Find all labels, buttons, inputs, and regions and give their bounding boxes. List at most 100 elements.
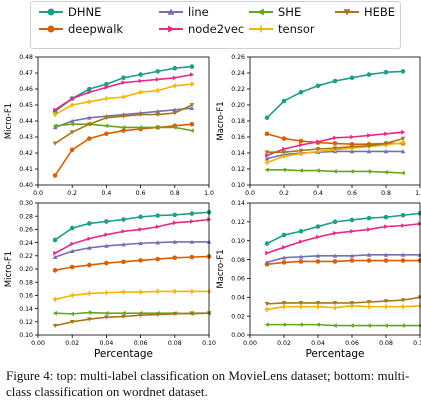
data-point: [104, 219, 109, 224]
series-deepwalk: [52, 121, 195, 178]
series-she: [264, 322, 421, 328]
legend-label: DHNE: [68, 5, 102, 19]
y-tick-label: 0.10: [231, 182, 245, 189]
axes-frame: [37, 202, 210, 336]
data-point: [69, 248, 75, 254]
y-tick-label: 0.04: [231, 294, 245, 301]
data-point: [121, 75, 126, 81]
data-point: [155, 224, 160, 230]
legend-swatch: [249, 25, 273, 33]
data-point: [104, 232, 109, 237]
data-point: [52, 125, 58, 130]
data-point: [349, 217, 355, 223]
data-point: [189, 254, 195, 260]
data-point: [264, 167, 269, 173]
y-tick-label: 0.40: [19, 182, 33, 189]
y-tick-label: 0.16: [231, 134, 245, 141]
data-point: [281, 136, 287, 141]
data-point: [172, 83, 178, 89]
x-axis-label: Percentage: [305, 348, 364, 360]
legend-entry-line: line: [159, 5, 209, 19]
data-point: [264, 241, 270, 246]
data-point: [384, 224, 389, 229]
data-point: [69, 311, 75, 317]
data-point: [104, 81, 109, 87]
data-point: [400, 140, 406, 145]
data-point: [121, 242, 126, 247]
series-tensor: [52, 289, 212, 302]
data-point: [281, 98, 287, 104]
data-point: [333, 135, 338, 141]
data-point: [52, 310, 57, 316]
data-point: [52, 112, 58, 117]
data-point: [264, 307, 270, 312]
data-point: [121, 80, 126, 85]
data-point: [189, 128, 194, 133]
y-tick-label: 0.12: [231, 166, 245, 173]
data-point: [189, 105, 195, 111]
data-point: [383, 252, 389, 257]
data-point: [400, 298, 406, 303]
series-tensor: [52, 81, 195, 117]
x-tick-label: 0.4: [101, 190, 111, 197]
series-line: [54, 312, 209, 327]
panel-4: 0.00 0.02 0.04 0.06 0.08 0.10 0.12 0.14 0.00 0.02…: [216, 200, 421, 360]
data-point: [349, 144, 355, 149]
data-point: [138, 78, 143, 84]
x-tick-label: 0.02: [277, 340, 291, 347]
data-point: [332, 259, 338, 264]
y-axis-label: Macro-F1: [216, 249, 226, 288]
panel-2: 0.10 0.12 0.14 0.16 0.18 0.20 0.22 0.24 0.26 0.0 0…: [216, 54, 421, 197]
data-point: [315, 253, 321, 258]
x-tick-label: 0.6: [136, 190, 146, 197]
axes-frame: [249, 202, 421, 336]
data-point: [69, 147, 75, 153]
legend-swatch: [335, 9, 359, 16]
series-she: [52, 121, 194, 133]
data-point: [52, 268, 58, 273]
series-hebe: [264, 295, 421, 307]
data-point: [172, 289, 178, 294]
data-point: [52, 323, 58, 329]
data-point: [121, 128, 126, 133]
data-point: [298, 322, 303, 327]
data-point: [367, 227, 372, 232]
data-point: [332, 301, 338, 306]
y-tick-label: 0.18: [19, 279, 33, 286]
series-dhne: [52, 64, 195, 114]
data-point: [383, 258, 389, 263]
data-point: [172, 312, 178, 317]
data-point: [281, 255, 287, 260]
series-hebe: [52, 103, 195, 146]
series-line: [266, 70, 404, 119]
data-point: [87, 115, 92, 120]
panel-1: 0.40 0.41 0.42 0.43 0.44 0.45 0.46 0.47 0.48 0.0 0…: [4, 54, 214, 197]
data-point: [298, 254, 304, 259]
data-point: [281, 301, 287, 306]
data-point: [315, 301, 321, 306]
data-point: [87, 89, 92, 95]
legend-label: deepwalk: [68, 22, 124, 36]
data-point: [52, 297, 58, 302]
axes-frame: [249, 56, 421, 186]
data-point: [87, 291, 92, 296]
data-point: [104, 85, 109, 90]
y-tick-label: 0.14: [19, 306, 33, 313]
x-tick-label: 0.2: [279, 190, 289, 197]
data-point: [138, 112, 143, 117]
y-axis-label: Micro-F1: [4, 103, 14, 139]
data-point: [155, 256, 160, 262]
data-point: [282, 146, 287, 152]
series-node2vec: [53, 217, 212, 256]
data-point: [138, 214, 143, 220]
legend-label: tensor: [278, 22, 315, 36]
y-tick-label: 0.41: [19, 166, 33, 173]
data-point: [400, 212, 406, 218]
data-point: [87, 236, 92, 241]
data-point: [264, 260, 270, 265]
x-tick-label: 1.0: [415, 190, 421, 197]
y-tick-label: 0.42: [19, 150, 33, 157]
x-tick-label: 0.00: [31, 340, 45, 347]
data-point: [138, 258, 143, 263]
data-point: [315, 322, 320, 327]
